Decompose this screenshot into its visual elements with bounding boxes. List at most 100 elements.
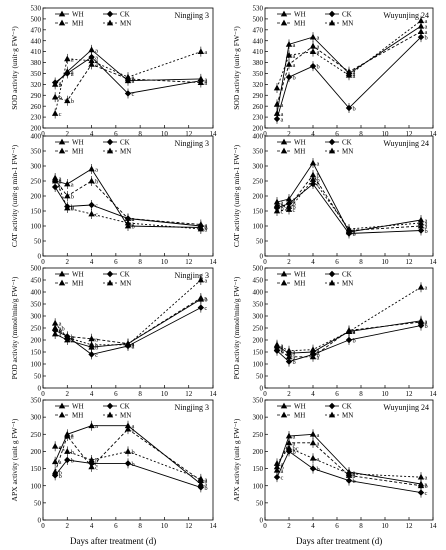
data-label: a bbox=[293, 53, 296, 60]
data-point bbox=[273, 84, 281, 91]
data-point bbox=[345, 104, 353, 112]
y-tick-label: 350 bbox=[31, 148, 42, 156]
data-label: a bbox=[425, 24, 428, 31]
data-point bbox=[285, 353, 293, 360]
y-tick-label: 250 bbox=[253, 431, 264, 439]
data-point bbox=[124, 341, 132, 348]
legend-marker bbox=[328, 147, 336, 154]
data-label: a bbox=[425, 18, 428, 25]
y-tick-label: 100 bbox=[253, 361, 264, 369]
data-label: a bbox=[204, 482, 207, 489]
x-tick-label: 12 bbox=[185, 130, 193, 138]
legend-marker bbox=[328, 270, 336, 278]
data-point bbox=[309, 176, 317, 182]
data-point bbox=[197, 276, 205, 283]
legend-label: MH bbox=[294, 412, 305, 420]
x-tick-label: 0 bbox=[41, 390, 45, 398]
y-tick-label: 0 bbox=[38, 517, 42, 525]
data-point bbox=[88, 210, 95, 217]
data-label: a bbox=[71, 69, 74, 76]
legend-label: WH bbox=[72, 139, 84, 147]
x-tick-label: 14 bbox=[210, 258, 218, 266]
data-label: a bbox=[425, 285, 428, 292]
data-point bbox=[197, 79, 205, 85]
data-label: a bbox=[281, 461, 284, 468]
data-label: bc bbox=[293, 446, 299, 453]
data-label: ab bbox=[59, 326, 65, 333]
legend-label: WH bbox=[72, 271, 84, 279]
x-tick-label: 0 bbox=[263, 258, 267, 266]
data-point bbox=[273, 201, 281, 208]
chart-title: Wuyunjing 24 bbox=[383, 403, 429, 412]
data-point bbox=[51, 319, 59, 326]
chart-panel-pod-wuyunjing24: 0 50 100 150 200 250 300 350 400 450 500 0 2 4 6 8 10 12 1… bbox=[232, 265, 437, 398]
legend-marker bbox=[106, 402, 114, 410]
data-label: b bbox=[204, 485, 207, 492]
data-label: a bbox=[59, 459, 62, 466]
x-tick-label: 2 bbox=[66, 522, 70, 530]
legend-entry: MH bbox=[277, 148, 305, 156]
y-tick-label: 350 bbox=[253, 301, 264, 309]
y-tick-label: 410 bbox=[31, 48, 42, 56]
y-tick-label: 300 bbox=[31, 414, 42, 422]
data-label: b bbox=[317, 173, 320, 180]
data-point bbox=[197, 475, 205, 482]
x-tick-label: 0 bbox=[41, 522, 45, 530]
y-tick-label: 530 bbox=[31, 5, 42, 13]
legend-entry: CK bbox=[103, 11, 130, 19]
data-label: b bbox=[293, 204, 296, 211]
data-label: a bbox=[204, 278, 207, 285]
y-tick-label: 0 bbox=[260, 253, 264, 261]
y-tick-label: 150 bbox=[31, 208, 42, 216]
y-axis-label: APX activity (unit g FW⁻¹) bbox=[10, 418, 19, 501]
legend-marker bbox=[280, 270, 288, 277]
y-tick-label: 150 bbox=[253, 465, 264, 473]
data-point bbox=[197, 225, 205, 232]
data-label: a bbox=[281, 200, 284, 207]
data-point bbox=[51, 442, 59, 449]
x-tick-label: 8 bbox=[138, 130, 142, 138]
data-label: b bbox=[281, 464, 284, 471]
legend-marker bbox=[106, 19, 114, 26]
y-tick-label: 350 bbox=[31, 70, 42, 78]
data-label: b bbox=[59, 473, 62, 480]
data-point bbox=[417, 489, 425, 496]
data-point bbox=[273, 341, 281, 348]
y-tick-label: 230 bbox=[253, 114, 264, 122]
data-label: a bbox=[132, 341, 135, 348]
x-tick-label: 12 bbox=[406, 130, 414, 138]
x-tick-label: 8 bbox=[138, 258, 142, 266]
data-label: a bbox=[353, 228, 356, 235]
y-tick-label: 290 bbox=[31, 92, 42, 100]
data-label: a bbox=[293, 42, 296, 49]
x-tick-label: 6 bbox=[114, 522, 118, 530]
data-point bbox=[309, 159, 317, 166]
legend-label: WH bbox=[294, 11, 306, 19]
x-tick-label: 10 bbox=[382, 258, 390, 266]
data-label: a bbox=[132, 216, 135, 223]
x-tick-label: 2 bbox=[66, 258, 70, 266]
legend-label: MN bbox=[120, 412, 131, 420]
x-tick-label: 12 bbox=[185, 258, 193, 266]
x-tick-label: 6 bbox=[335, 258, 339, 266]
data-label: a bbox=[59, 444, 62, 451]
data-label: a bbox=[317, 350, 320, 357]
data-label: a bbox=[281, 102, 284, 109]
data-point bbox=[88, 335, 95, 342]
data-label: a bbox=[353, 69, 356, 76]
data-label: a bbox=[317, 456, 320, 463]
data-point bbox=[64, 70, 71, 77]
y-tick-label: 100 bbox=[31, 361, 42, 369]
data-label: a bbox=[204, 224, 207, 231]
data-label: a bbox=[204, 476, 207, 483]
data-point bbox=[51, 79, 59, 86]
data-label: c bbox=[95, 352, 98, 359]
x-tick-label: 8 bbox=[359, 522, 363, 530]
data-point bbox=[345, 336, 353, 344]
data-label: c bbox=[425, 490, 428, 497]
data-point bbox=[197, 294, 205, 301]
data-point bbox=[51, 174, 59, 181]
